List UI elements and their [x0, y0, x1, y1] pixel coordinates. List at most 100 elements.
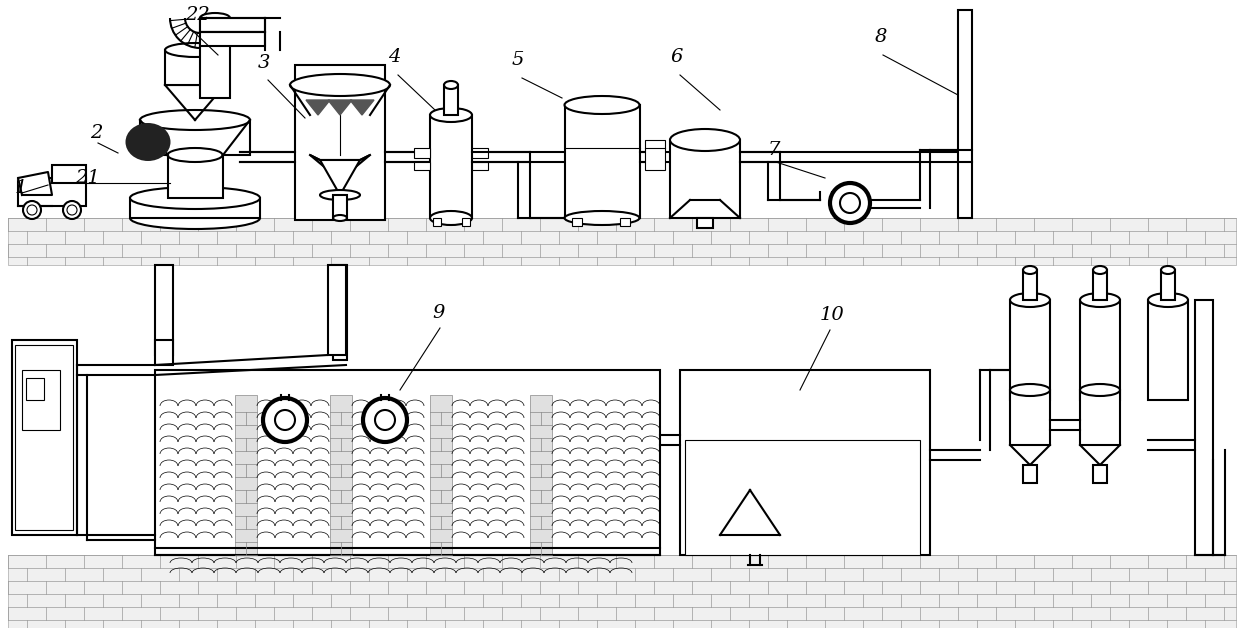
Bar — [684, 440, 920, 555]
Ellipse shape — [564, 211, 640, 225]
Text: 4: 4 — [388, 48, 401, 66]
Bar — [7, 218, 1236, 265]
Ellipse shape — [1023, 266, 1037, 274]
Bar — [444, 85, 458, 115]
Bar — [1023, 270, 1037, 300]
Bar — [529, 395, 552, 555]
Circle shape — [839, 193, 861, 213]
Text: 21: 21 — [74, 169, 99, 187]
Ellipse shape — [430, 108, 472, 122]
Polygon shape — [320, 160, 360, 195]
Ellipse shape — [1011, 293, 1050, 307]
Bar — [236, 395, 257, 555]
Text: 3: 3 — [258, 54, 270, 72]
Text: 10: 10 — [820, 306, 844, 324]
Polygon shape — [310, 155, 370, 180]
Bar — [334, 195, 347, 218]
Circle shape — [263, 398, 308, 442]
Circle shape — [24, 201, 41, 219]
Text: 5: 5 — [512, 51, 525, 69]
Bar — [670, 140, 740, 218]
Ellipse shape — [1161, 266, 1176, 274]
Polygon shape — [19, 172, 52, 195]
Bar — [22, 370, 60, 430]
Bar — [19, 178, 86, 206]
Ellipse shape — [130, 207, 260, 229]
Circle shape — [830, 183, 870, 223]
Bar — [167, 155, 223, 198]
Bar — [140, 120, 250, 155]
Bar — [430, 395, 453, 555]
Bar — [130, 198, 260, 218]
Bar — [334, 265, 347, 360]
Bar — [15, 345, 73, 530]
Circle shape — [275, 410, 295, 430]
Circle shape — [27, 205, 37, 215]
Bar — [430, 115, 472, 218]
Ellipse shape — [334, 215, 347, 221]
Bar — [414, 148, 430, 158]
Circle shape — [363, 398, 407, 442]
Text: 9: 9 — [432, 304, 444, 322]
Bar — [1023, 465, 1037, 483]
Bar — [463, 218, 470, 226]
Ellipse shape — [444, 81, 458, 89]
Bar — [1195, 300, 1213, 555]
Bar — [1011, 300, 1050, 400]
Ellipse shape — [200, 13, 229, 23]
Ellipse shape — [290, 74, 391, 96]
Ellipse shape — [1148, 293, 1188, 307]
Bar — [572, 218, 582, 226]
Bar — [329, 265, 346, 355]
Bar — [1080, 390, 1120, 445]
Circle shape — [67, 205, 77, 215]
Polygon shape — [306, 100, 330, 115]
Ellipse shape — [1011, 384, 1050, 396]
Ellipse shape — [125, 123, 171, 161]
Ellipse shape — [167, 148, 222, 162]
Bar — [7, 555, 1236, 628]
Ellipse shape — [1092, 266, 1107, 274]
Bar — [155, 340, 174, 365]
Ellipse shape — [320, 190, 360, 200]
Bar — [52, 165, 86, 183]
Polygon shape — [350, 100, 374, 115]
Bar — [155, 370, 660, 555]
Bar — [565, 105, 640, 218]
Bar — [472, 162, 489, 170]
Bar — [472, 148, 489, 158]
Bar — [200, 18, 265, 32]
Text: 2: 2 — [91, 124, 103, 142]
Text: 22: 22 — [185, 6, 210, 24]
Bar — [1092, 270, 1107, 300]
Bar — [645, 140, 665, 170]
Bar — [12, 340, 77, 535]
Bar — [680, 370, 930, 555]
Bar — [200, 32, 265, 46]
Bar — [1011, 390, 1050, 445]
Ellipse shape — [140, 110, 250, 130]
Ellipse shape — [430, 211, 472, 225]
Bar — [620, 218, 630, 226]
Bar — [330, 395, 352, 555]
Bar — [1092, 465, 1107, 483]
Ellipse shape — [1080, 293, 1120, 307]
Ellipse shape — [130, 187, 260, 209]
Bar — [165, 50, 224, 85]
Ellipse shape — [564, 96, 640, 114]
Bar — [200, 18, 229, 98]
Circle shape — [374, 410, 396, 430]
Bar — [433, 218, 441, 226]
Circle shape — [63, 201, 81, 219]
Bar — [26, 378, 43, 400]
Text: 8: 8 — [875, 28, 888, 46]
Ellipse shape — [165, 43, 224, 57]
Bar — [414, 162, 430, 170]
Text: 6: 6 — [670, 48, 682, 66]
Text: 7: 7 — [768, 141, 780, 159]
Ellipse shape — [1080, 384, 1120, 396]
Bar — [959, 10, 972, 218]
Bar — [155, 265, 174, 355]
Ellipse shape — [670, 129, 740, 151]
Bar — [1148, 300, 1188, 400]
